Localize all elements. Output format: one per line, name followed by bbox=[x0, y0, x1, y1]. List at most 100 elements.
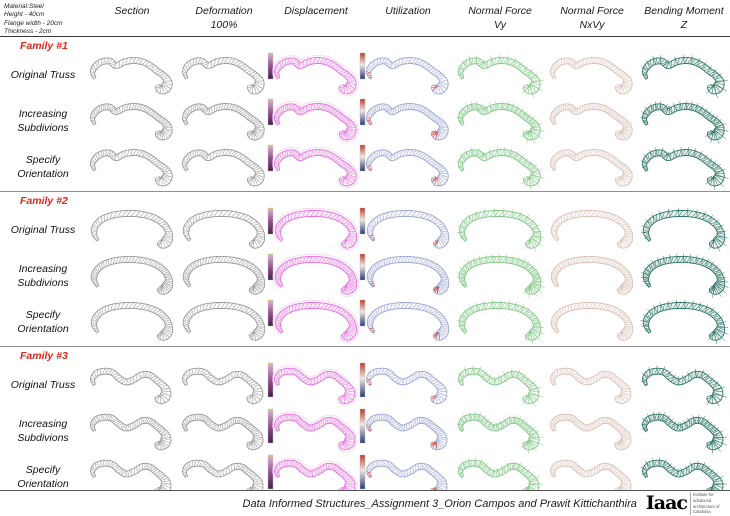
truss-graphic bbox=[365, 57, 449, 95]
truss-cell-f1-r1-displacement bbox=[267, 52, 362, 99]
truss-graphic bbox=[366, 255, 450, 295]
colorbar-utilization bbox=[359, 207, 366, 235]
footer: Data Informed Structures_Assignment 3_Or… bbox=[0, 490, 730, 516]
truss-cell-f1-r1-deformation bbox=[178, 53, 270, 99]
truss-graphic bbox=[89, 103, 173, 141]
truss-graphic bbox=[181, 459, 264, 497]
truss-cell-f2-r1-deformation bbox=[178, 208, 270, 254]
truss-graphic bbox=[456, 411, 544, 454]
column-header-bending-moment-z: Bending Moment Z bbox=[644, 5, 724, 31]
families-container: Family #1 Original Truss Increasing Subdiv… bbox=[0, 37, 730, 501]
truss-cell-f3-r1-utilization bbox=[359, 362, 454, 409]
truss-cell-f3-r2-section bbox=[86, 409, 178, 455]
truss-graphic bbox=[181, 149, 265, 187]
truss-graphic bbox=[366, 413, 448, 451]
truss-cell-f2-r2-section bbox=[86, 254, 178, 300]
truss-graphic bbox=[182, 209, 266, 249]
family-grid-2: Original Truss Increasing Subdivions Speci… bbox=[0, 207, 730, 346]
family-section-1: Family #1 Original Truss Increasing Subdiv… bbox=[0, 37, 730, 191]
colorbar-displacement bbox=[267, 98, 274, 126]
truss-cell-f2-r2-normal-force-nxvy bbox=[546, 254, 638, 300]
row-label-original-truss: Original Truss bbox=[10, 379, 76, 392]
truss-graphic bbox=[456, 253, 545, 298]
truss-graphic bbox=[90, 255, 174, 295]
truss-cell-f2-r1-bending-moment-z bbox=[638, 207, 730, 254]
truss-cell-f1-r1-normal-force-nxvy bbox=[546, 53, 638, 99]
truss-cell-f1-r1-section bbox=[86, 53, 178, 99]
truss-graphic bbox=[182, 367, 264, 405]
truss-cell-f3-r2-utilization bbox=[359, 408, 454, 455]
truss-cell-f1-r1-utilization bbox=[359, 52, 454, 99]
truss-graphic bbox=[366, 301, 450, 341]
truss-cell-f3-r1-normal-force-vy bbox=[454, 363, 546, 409]
truss-graphic bbox=[640, 457, 728, 500]
truss-graphic bbox=[366, 367, 448, 405]
truss-graphic bbox=[181, 103, 265, 141]
family-grid-3: Original Truss Increasing Subdivions Speci… bbox=[0, 362, 730, 501]
truss-cell-f3-r2-bending-moment-z bbox=[638, 409, 730, 455]
truss-graphic bbox=[640, 299, 729, 345]
truss-cell-f1-r2-utilization bbox=[359, 98, 454, 145]
truss-graphic bbox=[271, 365, 358, 407]
truss-cell-f1-r2-bending-moment-z bbox=[638, 99, 730, 145]
truss-cell-f1-r3-normal-force-nxvy bbox=[546, 145, 638, 191]
truss-graphic bbox=[640, 54, 728, 98]
row-label-increasing-subdivions: Increasing Subdivions bbox=[17, 418, 69, 444]
truss-graphic bbox=[550, 255, 634, 295]
truss-graphic bbox=[271, 146, 359, 189]
truss-graphic bbox=[550, 301, 634, 341]
truss-graphic bbox=[271, 411, 358, 453]
row-label-increasing-subdivions: Increasing Subdivions bbox=[17, 108, 69, 134]
project-caption: Data Informed Structures_Assignment 3_Or… bbox=[242, 497, 637, 510]
truss-graphic bbox=[549, 459, 632, 497]
material-info: Material:Steel Height - 40cm Flange widt… bbox=[0, 0, 86, 36]
truss-graphic bbox=[641, 365, 728, 407]
colorbar-utilization bbox=[359, 408, 366, 444]
truss-graphic bbox=[365, 459, 448, 497]
truss-graphic bbox=[272, 207, 360, 251]
truss-graphic bbox=[365, 149, 449, 187]
truss-cell-f1-r1-bending-moment-z bbox=[638, 53, 730, 99]
truss-cell-f2-r1-normal-force-nxvy bbox=[546, 208, 638, 254]
truss-graphic bbox=[550, 209, 634, 249]
truss-cell-f1-r3-bending-moment-z bbox=[638, 145, 730, 191]
truss-graphic bbox=[272, 253, 360, 297]
truss-graphic bbox=[182, 413, 264, 451]
truss-cell-f2-r3-section bbox=[86, 300, 178, 346]
colorbar-utilization bbox=[359, 52, 366, 80]
colorbar-displacement bbox=[267, 362, 274, 398]
flange-line: Flange width - 20cm bbox=[4, 19, 63, 27]
column-header-utilization: Utilization bbox=[385, 5, 431, 17]
colorbar-displacement bbox=[267, 52, 274, 80]
truss-graphic bbox=[366, 209, 450, 249]
column-header-normal-force-nxvy: Normal Force NxVy bbox=[560, 5, 624, 31]
truss-cell-f3-r2-deformation bbox=[178, 409, 270, 455]
truss-graphic bbox=[549, 57, 633, 95]
truss-cell-f3-r3-deformation bbox=[178, 455, 270, 501]
material-line: Material:Steel bbox=[4, 3, 44, 10]
colorbar-utilization bbox=[359, 98, 366, 126]
truss-graphic bbox=[181, 57, 265, 95]
family-label-1: Family #1 bbox=[20, 40, 68, 52]
row-label-specify-orientation: Specify Orientation bbox=[17, 154, 69, 180]
row-label-original-truss: Original Truss bbox=[10, 69, 76, 82]
truss-graphic bbox=[271, 457, 358, 499]
iaac-logo: Iaac Institute for advanced architecture… bbox=[646, 492, 726, 515]
column-header-displacement: Displacement bbox=[284, 5, 348, 17]
truss-cell-f3-r1-normal-force-nxvy bbox=[546, 363, 638, 409]
truss-graphic bbox=[640, 411, 728, 454]
colorbar-displacement bbox=[267, 207, 274, 235]
truss-cell-f1-r2-normal-force-nxvy bbox=[546, 99, 638, 145]
truss-cell-f3-r1-displacement bbox=[267, 362, 362, 409]
truss-cell-f1-r2-section bbox=[86, 99, 178, 145]
colorbar-displacement bbox=[267, 144, 274, 172]
truss-cell-f1-r2-normal-force-vy bbox=[454, 99, 546, 145]
colorbar-utilization bbox=[359, 454, 366, 490]
colorbar-utilization bbox=[359, 362, 366, 398]
truss-cell-f3-r3-displacement bbox=[267, 454, 362, 501]
truss-graphic bbox=[456, 299, 545, 345]
truss-graphic bbox=[90, 301, 174, 341]
truss-cell-f3-r3-section bbox=[86, 455, 178, 501]
truss-cell-f3-r3-bending-moment-z bbox=[638, 455, 730, 501]
truss-cell-f2-r3-displacement bbox=[267, 299, 362, 346]
